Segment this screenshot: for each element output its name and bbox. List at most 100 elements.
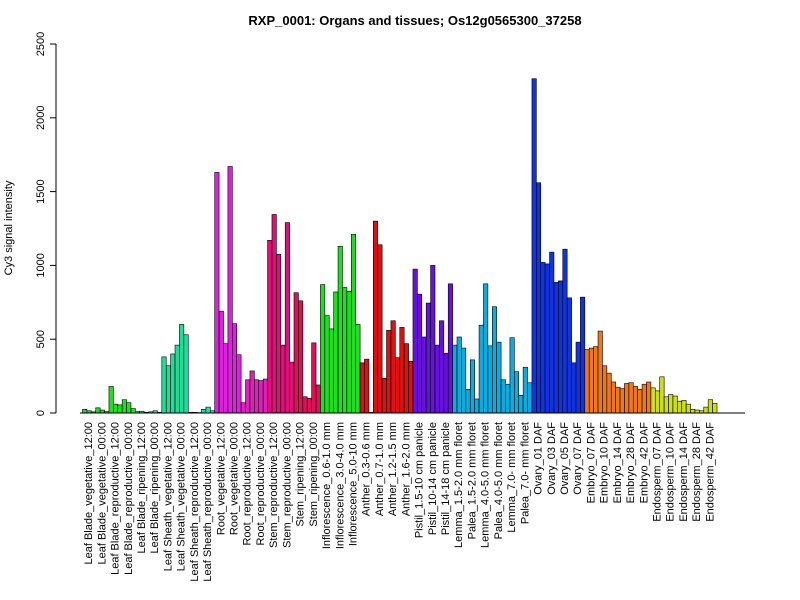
bar — [650, 387, 656, 414]
x-tick-label: Embryo_14 DAF — [612, 422, 624, 504]
bar — [95, 407, 101, 414]
x-tick-label: Ovary_07 DAF — [572, 422, 584, 495]
bar — [549, 251, 555, 414]
x-tick-label: Ovary_03 DAF — [546, 422, 558, 495]
bar — [443, 352, 449, 414]
bar — [254, 379, 260, 414]
x-tick-label: Stem_reproductive_12:00 — [268, 422, 280, 548]
bar — [328, 328, 334, 414]
bar — [245, 379, 251, 414]
bar — [641, 383, 647, 414]
chart-title: RXP_0001: Organs and tissues; Os12g05653… — [248, 13, 581, 28]
x-tick-label: Pistil_14-18 cm panicle — [440, 422, 452, 535]
bar — [218, 310, 224, 414]
bar — [412, 268, 418, 414]
bar — [558, 280, 564, 414]
x-tick-label: Leaf Blade_reproductive_00:00 — [123, 422, 135, 575]
bar — [381, 378, 387, 414]
x-tick-label: Embryo_10 DAF — [599, 422, 611, 504]
x-tick-label: Lemma_1.5-2.0 mm floret — [453, 422, 465, 548]
bar — [258, 380, 264, 414]
bar — [434, 344, 440, 414]
bar — [161, 356, 167, 414]
x-tick-label: Lemma_7.0- mm floret — [506, 422, 518, 533]
bar — [421, 336, 427, 414]
bar — [461, 347, 467, 414]
bar — [447, 283, 453, 414]
x-tick-label: Stem_ripening_00:00 — [308, 422, 320, 527]
bar — [183, 334, 189, 414]
x-tick-label: Endosperm_07 DAF — [652, 422, 664, 522]
bar — [610, 381, 616, 414]
bar — [606, 372, 612, 414]
y-axis: 0 500 1000 1500 2000 2500 — [35, 32, 57, 416]
x-tick-labels: Leaf Blade_vegetative_12:00 Leaf Blade_ve… — [83, 422, 716, 582]
bar — [395, 357, 401, 414]
bar — [117, 404, 123, 414]
x-tick-label: Leaf Sheath_reproductive_00:00 — [202, 422, 214, 582]
x-tick-label: Leaf Sheath_vegetative_00:00 — [176, 422, 188, 571]
bar — [483, 283, 489, 414]
bar — [342, 287, 348, 414]
x-tick-label: Inflorescence_5.0-10 mm — [347, 422, 359, 546]
x-tick-label: Inflorescence_0.6-1.0 mm — [321, 422, 333, 549]
bar — [505, 383, 511, 414]
bar — [403, 343, 409, 414]
bar — [350, 234, 356, 414]
x-tick-label: Leaf Blade_ripening_00:00 — [149, 422, 161, 554]
bar — [236, 354, 242, 414]
bar — [315, 384, 321, 414]
bar — [249, 370, 255, 414]
bar — [174, 344, 180, 414]
bar — [681, 400, 687, 414]
bar — [333, 291, 339, 414]
bar — [276, 254, 282, 414]
bar — [390, 320, 396, 414]
bar — [337, 245, 343, 414]
y-axis-label: Cy3 signal intensity — [3, 180, 15, 275]
x-tick-label: Leaf Blade_vegetative_12:00 — [83, 422, 95, 565]
x-tick-label: Root_reproductive_12:00 — [242, 422, 254, 546]
bar — [346, 290, 352, 414]
bar — [703, 406, 709, 414]
x-tick-label: Lemma_4.0-5.0 mm floret — [480, 422, 492, 548]
x-tick-label: Palea_7.0- mm floret — [519, 422, 531, 524]
bar — [690, 409, 696, 414]
bar — [575, 341, 581, 414]
x-tick-label: Stem_reproductive_00:00 — [281, 422, 293, 548]
bar — [478, 324, 484, 414]
bar — [113, 403, 119, 414]
bar — [540, 262, 546, 414]
bar — [306, 397, 312, 414]
x-tick-label: Inflorescence_3.0-4.0 mm — [334, 422, 346, 549]
x-tick-label: Ovary_05 DAF — [559, 422, 571, 495]
bar — [302, 396, 308, 414]
x-tick-label: Anther_0.3-0.6 mm — [361, 422, 373, 516]
x-tick-label: Anther_0.7-1.0 mm — [374, 422, 386, 516]
bar — [262, 378, 268, 414]
bar — [544, 263, 550, 414]
bar — [324, 315, 330, 414]
bar — [452, 344, 458, 414]
bar — [214, 172, 220, 414]
bar — [271, 214, 277, 414]
bar — [293, 292, 299, 414]
x-tick-label: Leaf Blade_ripening_12:00 — [136, 422, 148, 554]
bar — [553, 282, 559, 414]
bar — [518, 394, 524, 414]
bar — [430, 265, 436, 414]
x-tick-label: Pistil_1.5-10 cm panicle — [414, 422, 426, 538]
bar — [514, 371, 520, 414]
y-tick-label: 1000 — [35, 253, 47, 277]
x-tick-label: Root_vegetative_00:00 — [229, 422, 241, 535]
bar — [289, 361, 295, 414]
bar — [320, 284, 326, 414]
x-tick-label: Stem_ripening_12:00 — [295, 422, 307, 527]
bar — [377, 244, 383, 414]
x-tick-label: Endosperm_28 DAF — [691, 422, 703, 522]
bar — [707, 399, 713, 414]
bar — [386, 330, 392, 414]
bar — [487, 345, 493, 414]
x-tick-label: Anther_1.2-1.5 mm — [387, 422, 399, 516]
x-tick-label: Embryo_28 DAF — [625, 422, 637, 504]
